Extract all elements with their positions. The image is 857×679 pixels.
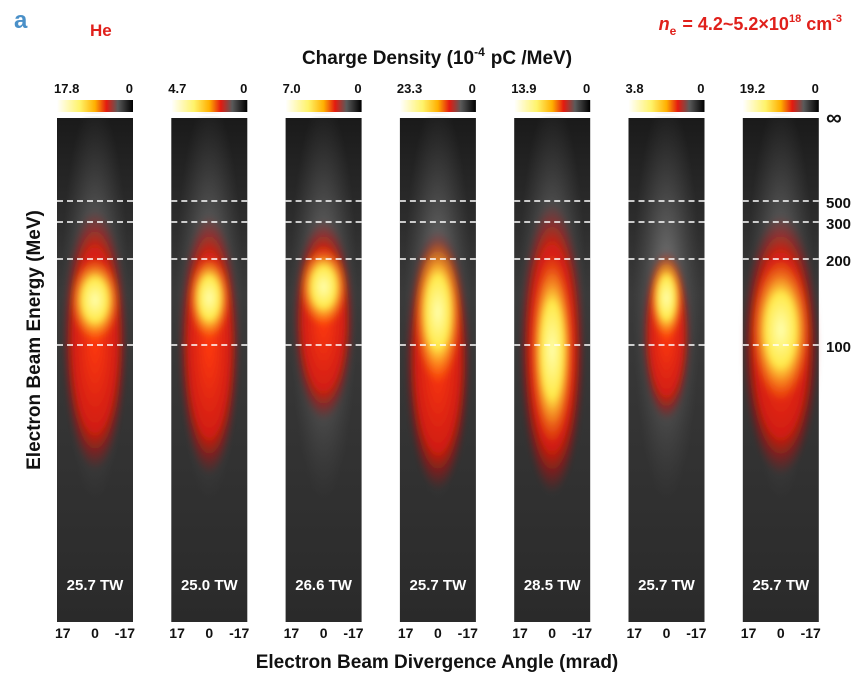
x-tick-label: -17 bbox=[801, 625, 821, 641]
colorbar-min: 0 bbox=[583, 81, 590, 96]
colorbar bbox=[514, 100, 591, 112]
colorbar-max: 3.8 bbox=[626, 81, 644, 96]
beam-core bbox=[750, 258, 811, 402]
x-tick-label: 0 bbox=[548, 625, 556, 641]
colorbar bbox=[742, 100, 819, 112]
beam-panel: 23.3 0 25.7 TW 17 0 -17 bbox=[397, 81, 478, 641]
x-tick-label: 17 bbox=[512, 625, 528, 641]
beam-panel: 7.0 0 26.6 TW 17 0 -17 bbox=[283, 81, 364, 641]
beam-panel: 17.8 0 25.7 TW 17 0 -17 bbox=[54, 81, 135, 641]
laser-power: 25.7 TW bbox=[67, 577, 125, 594]
colorbar bbox=[285, 100, 362, 112]
x-tick-label: -17 bbox=[229, 625, 249, 641]
colorbar-title: Charge Density (10-4 pC /MeV) bbox=[302, 45, 572, 69]
gas-label: He bbox=[90, 21, 112, 40]
colorbar-max: 19.2 bbox=[740, 81, 765, 96]
x-tick-label: -17 bbox=[343, 625, 363, 641]
beam-panel: 19.2 0 25.7 TW 17 0 -17 bbox=[740, 81, 821, 641]
energy-tick-label: 500 bbox=[826, 195, 851, 212]
density-label: ne = 4.2~5.2×1018 cm-3 bbox=[659, 13, 842, 38]
colorbar-max: 23.3 bbox=[397, 81, 422, 96]
colorbar-min: 0 bbox=[697, 81, 704, 96]
colorbar-max: 7.0 bbox=[283, 81, 301, 96]
beam-panel: 13.9 0 28.5 TW 17 0 -17 bbox=[511, 81, 592, 641]
x-tick-label: 0 bbox=[320, 625, 328, 641]
energy-tick-label: ∞ bbox=[826, 105, 842, 130]
colorbar bbox=[57, 100, 133, 112]
beam-core bbox=[70, 258, 120, 342]
colorbar bbox=[399, 100, 476, 112]
x-tick-label: 17 bbox=[398, 625, 414, 641]
colorbar bbox=[628, 100, 705, 112]
colorbar-min: 0 bbox=[812, 81, 819, 96]
energy-ticks: ∞ 500 300 200 100 bbox=[826, 105, 851, 356]
x-axis-label: Electron Beam Divergence Angle (mrad) bbox=[256, 652, 619, 673]
x-tick-label: -17 bbox=[115, 625, 135, 641]
beam-core bbox=[413, 240, 462, 384]
x-tick-label: 0 bbox=[777, 625, 785, 641]
laser-power: 25.7 TW bbox=[410, 577, 468, 594]
energy-tick-label: 300 bbox=[826, 216, 851, 233]
x-tick-label: 17 bbox=[55, 625, 71, 641]
y-axis-label: Electron Beam Energy (MeV) bbox=[24, 210, 45, 470]
beam-core bbox=[299, 247, 348, 327]
colorbar-min: 0 bbox=[354, 81, 361, 96]
x-tick-label: 17 bbox=[741, 625, 757, 641]
colorbar-max: 4.7 bbox=[168, 81, 186, 96]
colorbar-min: 0 bbox=[469, 81, 476, 96]
colorbar-max: 13.9 bbox=[511, 81, 536, 96]
x-tick-label: -17 bbox=[572, 625, 592, 641]
beam-red bbox=[179, 215, 240, 475]
beam-panel: 3.8 0 25.7 TW 17 0 -17 bbox=[626, 81, 707, 641]
laser-power: 26.6 TW bbox=[295, 577, 353, 594]
panel-label: a bbox=[14, 7, 28, 34]
laser-power: 25.7 TW bbox=[638, 577, 696, 594]
beam-core bbox=[530, 255, 575, 445]
beam-core bbox=[188, 256, 231, 340]
laser-power: 25.7 TW bbox=[752, 577, 810, 594]
energy-tick-label: 200 bbox=[826, 253, 851, 270]
beam-panel: 4.7 0 25.0 TW 17 0 -17 bbox=[168, 81, 249, 641]
x-tick-label: -17 bbox=[686, 625, 706, 641]
colorbar-min: 0 bbox=[240, 81, 247, 96]
beam-core bbox=[649, 256, 684, 340]
colorbar bbox=[171, 100, 248, 112]
x-tick-label: -17 bbox=[458, 625, 478, 641]
x-tick-label: 0 bbox=[91, 625, 99, 641]
x-tick-label: 17 bbox=[627, 625, 643, 641]
x-tick-label: 0 bbox=[205, 625, 213, 641]
colorbar-max: 17.8 bbox=[54, 81, 79, 96]
x-tick-label: 0 bbox=[663, 625, 671, 641]
colorbar-min: 0 bbox=[126, 81, 133, 96]
x-tick-label: 17 bbox=[169, 625, 185, 641]
laser-power: 25.0 TW bbox=[181, 577, 239, 594]
energy-tick-label: 100 bbox=[826, 339, 851, 356]
x-tick-label: 0 bbox=[434, 625, 442, 641]
laser-power: 28.5 TW bbox=[524, 577, 582, 594]
x-tick-label: 17 bbox=[284, 625, 300, 641]
